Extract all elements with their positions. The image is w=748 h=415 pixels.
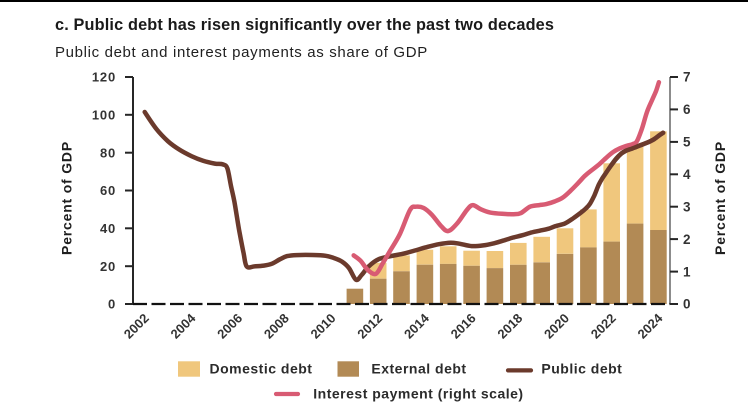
svg-text:c. Public debt has risen signi: c. Public debt has risen significantly o…: [55, 16, 554, 34]
svg-text:Domestic debt: Domestic debt: [210, 360, 313, 376]
svg-text:Public debt and interest payme: Public debt and interest payments as sha…: [55, 44, 428, 61]
svg-text:4: 4: [683, 167, 691, 182]
svg-text:Interest payment (right scale): Interest payment (right scale): [313, 386, 523, 402]
svg-text:Percent of GDP: Percent of GDP: [712, 141, 728, 255]
svg-text:5: 5: [683, 135, 691, 150]
svg-text:120: 120: [92, 70, 116, 85]
svg-text:6: 6: [683, 102, 691, 117]
svg-text:Public debt: Public debt: [541, 360, 622, 376]
svg-text:80: 80: [100, 145, 116, 160]
svg-text:1: 1: [683, 264, 691, 279]
svg-text:40: 40: [100, 221, 116, 236]
svg-text:20: 20: [100, 259, 116, 274]
svg-text:0: 0: [108, 297, 116, 312]
svg-text:Percent of GDP: Percent of GDP: [59, 141, 75, 255]
svg-text:0: 0: [683, 297, 691, 312]
svg-text:3: 3: [683, 199, 691, 214]
svg-text:60: 60: [100, 183, 116, 198]
svg-text:100: 100: [92, 108, 116, 123]
svg-text:7: 7: [683, 70, 691, 85]
svg-text:External debt: External debt: [371, 360, 466, 376]
svg-text:2: 2: [683, 232, 691, 247]
